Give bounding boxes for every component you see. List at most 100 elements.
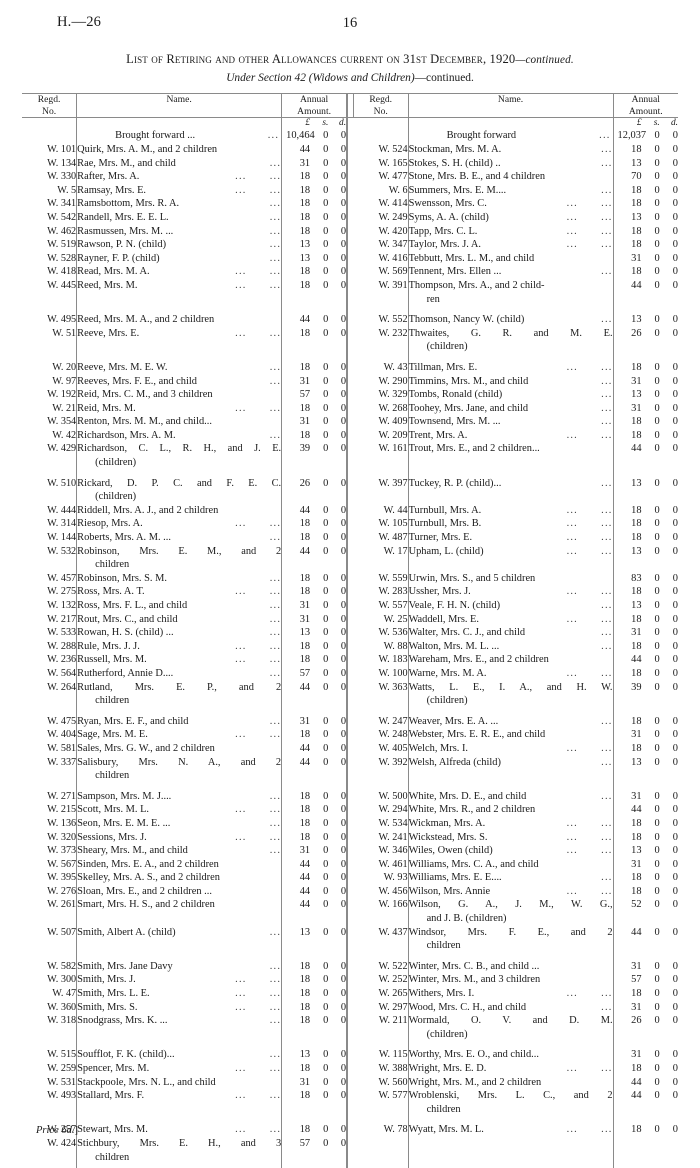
cell-amount-left-shillings: 0	[323, 899, 329, 911]
document-reference: H.—26	[57, 14, 102, 30]
name-row: Ramsbottom, Mrs. R. A....	[77, 197, 281, 211]
cell-name: Scott, Mrs. M. L. ... ...	[76, 803, 282, 817]
cell-amount-left-pounds: 18	[281, 170, 311, 184]
cell-amount-right-pounds: 31	[612, 789, 642, 804]
name-row: Wilson, Mrs. Annie ... ...	[409, 885, 613, 899]
cell-amount-left-shillings: 0	[323, 729, 329, 741]
cell-amount-left-shillings: 0	[323, 988, 329, 1000]
spacer-cell	[642, 783, 660, 790]
cell-regd-no: W. 78	[383, 1124, 408, 1136]
name-text: Smith, Mrs. L. E.	[77, 988, 150, 1000]
cell-name: Turnbull, Mrs. A. ... ...	[407, 503, 614, 518]
cell-regd-no: W. 215	[47, 804, 77, 816]
name-row: White, Mrs. R., and 2 children	[409, 803, 613, 817]
cell-amount-left-pounds: 18	[281, 639, 311, 654]
name-row: Reeve, Mrs. E. ... ...	[77, 327, 281, 341]
spacer-cell	[407, 707, 614, 715]
cell-amount-left-pounds: 18	[281, 1123, 311, 1137]
header-annual-amount-right: Annual Amount.	[612, 94, 678, 119]
cell-amount-left-pounds: 39	[281, 442, 311, 470]
spacer-cell	[22, 1041, 77, 1048]
name-text: Smith, Albert A. (child)	[77, 926, 176, 938]
column-divider	[346, 1136, 354, 1165]
cell-name: Wood, Mrs. C. H., and child...	[407, 1000, 614, 1015]
cell-name: Renton, Mrs. M. M., and child...	[76, 415, 282, 429]
cell-amount-right-pence: 0	[672, 1076, 678, 1088]
cell-name: Tapp, Mrs. C. L. ... ...	[407, 224, 614, 239]
table-row: W. 20 Reeve, Mrs. M. E. W.... 18 0 0 W. 43 Til…	[22, 360, 678, 375]
cell-amount-right-pounds: 44	[612, 1089, 642, 1117]
name-row: Williams, Mrs. C. A., and child	[409, 858, 613, 872]
spacer-cell	[281, 707, 311, 715]
cell-amount-left-pounds: 44	[281, 741, 311, 756]
header-regd-no-right: Regd. No.	[352, 94, 409, 119]
cell-amount-left-pence: 0	[340, 715, 347, 727]
cell-amount-left-pounds: 31	[281, 415, 311, 429]
cell-amount-right-shillings: 0	[654, 790, 660, 802]
cell-amount-left-shillings: 0	[323, 389, 329, 401]
name-row: Summers, Mrs. E. M.......	[409, 184, 613, 198]
name-row: Reeve, Mrs. M. E. W....	[77, 361, 281, 375]
cell-amount-right-shillings: 0	[654, 239, 660, 251]
name-leader-dots: ...	[601, 627, 613, 639]
spacer-cell	[346, 782, 354, 790]
spacer-cell	[310, 708, 328, 715]
name-row: Tapp, Mrs. C. L. ... ...	[409, 225, 613, 239]
cell-name: Tuckey, R. P. (child)......	[407, 476, 614, 504]
cell-amount-left-pence: 0	[340, 600, 347, 611]
cell-name: Ramsbottom, Mrs. R. A....	[76, 197, 282, 211]
cell-amount-left-pence: 0	[340, 756, 347, 768]
cell-amount-left-pounds: 31	[281, 844, 311, 858]
name-row: Tebbutt, Mrs. L. M., and child	[409, 252, 613, 266]
table-subtitle-continued: —continued.	[414, 72, 474, 84]
cell-amount-left-pounds: 13	[281, 925, 311, 953]
name-row: Sloan, Mrs. E., and 2 children ...	[77, 885, 281, 899]
cell-regd-no: W. 420	[378, 225, 408, 237]
cell-name: Ross, Mrs. F. L., and child...	[76, 599, 282, 613]
cell-name: Reeve, Mrs. E. ... ...	[76, 326, 282, 354]
spacer-cell	[328, 953, 346, 960]
table-row: W. 444 Riddell, Mrs. A. J., and 2 childre…	[22, 503, 678, 518]
cell-amount-right-pence: 0	[672, 640, 678, 652]
name-leader-dots: ...	[601, 640, 613, 652]
name-text: Tombs, Ronald (child)	[408, 389, 503, 401]
cell-name: Webster, Mrs. E. R. E., and child	[407, 728, 614, 742]
name-leader-dots: ... ...	[566, 1124, 613, 1136]
cell-amount-left-shillings: 0	[323, 184, 329, 196]
name-leader-dots: ... ...	[235, 974, 282, 986]
spacer-cell	[353, 953, 408, 960]
column-divider	[346, 415, 354, 429]
spacer-cell	[612, 1041, 642, 1049]
name-text: Smart, Mrs. H. S., and 2 children	[77, 899, 215, 911]
spacer-cell	[660, 354, 678, 361]
cell-name: Waddell, Mrs. E. ... ...	[407, 612, 614, 627]
table-row: W. 320 Sessions, Mrs. J.... ... 18 0 0 W. 241…	[22, 830, 678, 845]
cell-name: Wright, Mrs. M., and 2 children	[407, 1075, 614, 1090]
name-text: Quirk, Mrs. A. M., and 2 children	[77, 144, 218, 155]
cell-regd-no: W. 25	[383, 613, 408, 625]
table-row: W. 144 Roberts, Mrs. A. M. ...... 18 0 0 W. 4…	[22, 531, 678, 545]
cell-name: Veale, F. H. N. (child)...	[407, 599, 614, 613]
cell-regd-no: W. 217	[47, 613, 77, 625]
cell-regd-no: W. 232	[378, 327, 408, 339]
spacer-cell	[310, 470, 328, 477]
name-leader-dots: ... ...	[566, 613, 613, 625]
currency-header-row: £ s. d. £ s. d.	[22, 117, 678, 130]
spacer-cell	[612, 782, 642, 790]
spacer-cell	[281, 469, 311, 477]
cell-regd-no: W. 559	[378, 572, 408, 584]
column-divider	[346, 653, 354, 667]
cell-name: Summers, Mrs. E. M.......	[407, 183, 614, 198]
name-text: Turner, Mrs. E.	[408, 532, 473, 544]
cell-amount-right-pounds: 26	[612, 326, 642, 354]
name-leader-dots: ... ...	[566, 1063, 613, 1074]
cell-regd-no: W. 531	[47, 1076, 77, 1088]
cell-regd-no: W. 347	[378, 239, 408, 251]
column-divider	[346, 401, 354, 416]
name-row: Stokes, S. H. (child) .....	[409, 157, 613, 171]
name-row: Winter, Mrs. C. B., and child ...	[409, 960, 613, 974]
column-divider	[346, 728, 354, 742]
column-divider	[346, 857, 354, 872]
name-text: Reeves, Mrs. F. E., and child	[77, 375, 197, 387]
table-row: W. 354 Renton, Mrs. M. M., and child... 31…	[22, 415, 678, 429]
